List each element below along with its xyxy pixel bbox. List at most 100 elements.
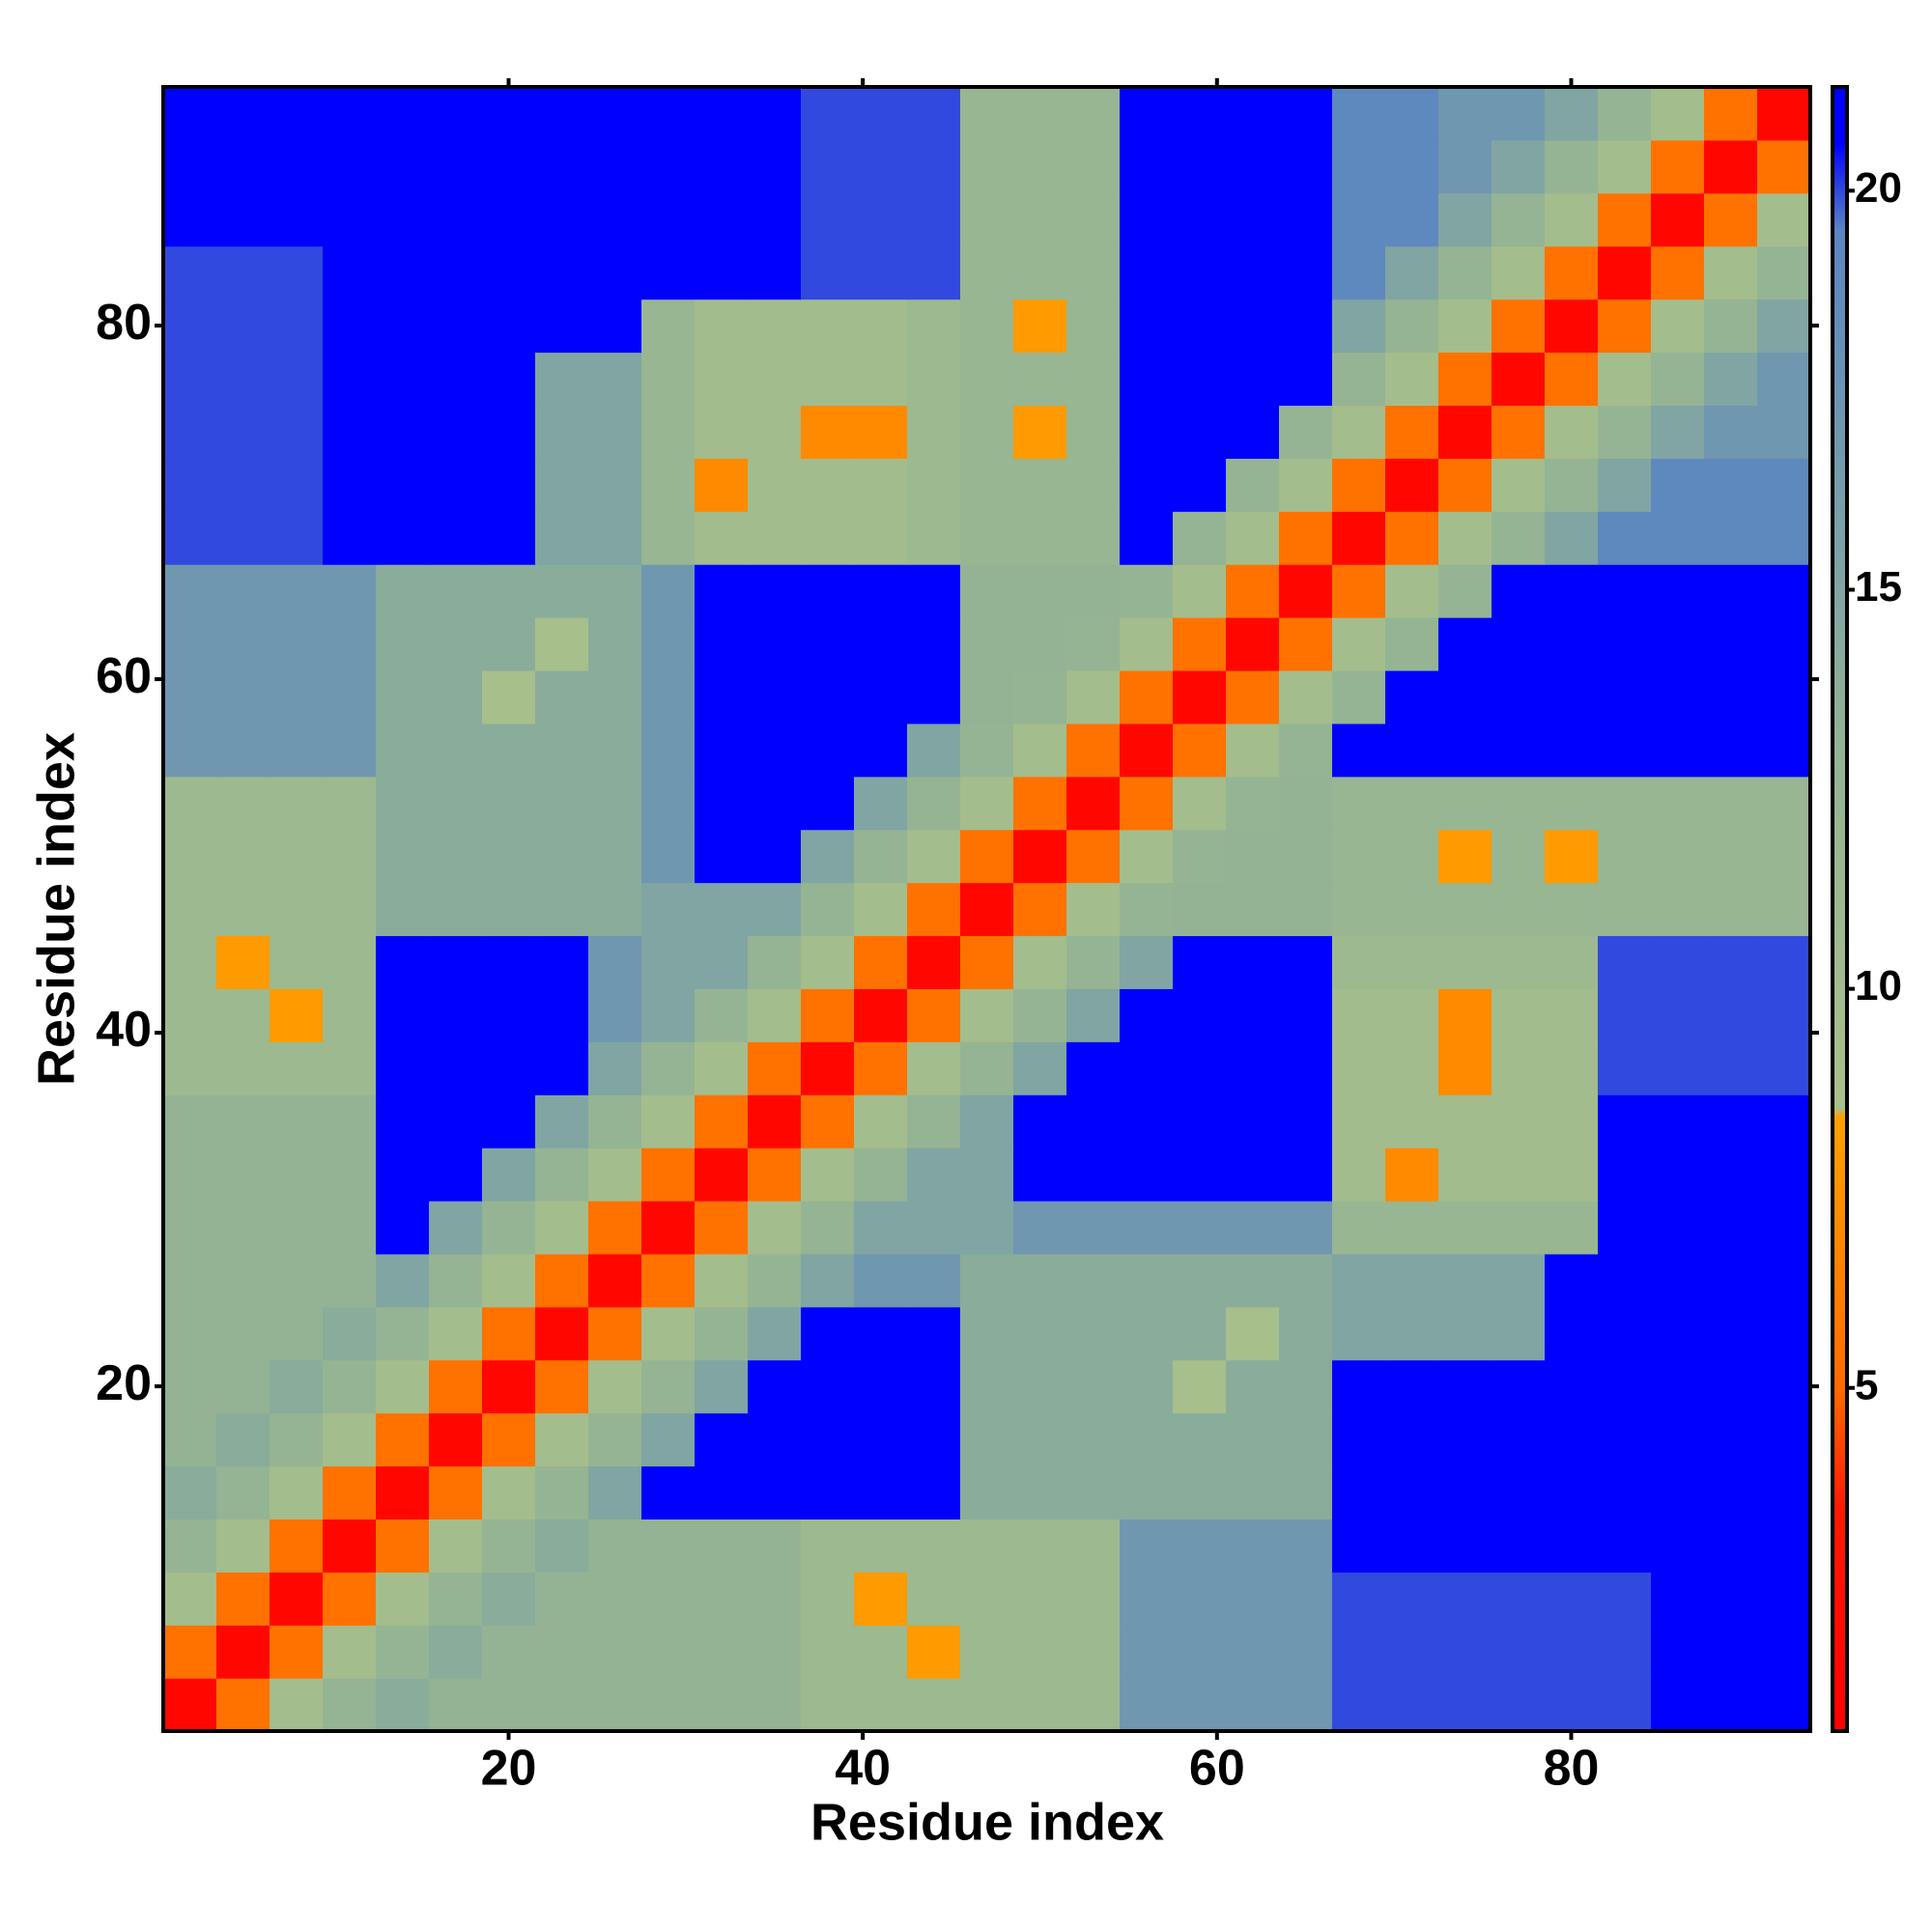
heatmap-cell (960, 352, 1014, 407)
heatmap-cell (270, 669, 324, 724)
heatmap-cell (1438, 1412, 1492, 1467)
heatmap-cell (535, 617, 589, 671)
heatmap-cell (429, 882, 483, 937)
heatmap-cell (429, 87, 483, 141)
heatmap-cell (163, 1465, 217, 1520)
heatmap-cell (1757, 1094, 1811, 1149)
heatmap-cell (482, 245, 536, 300)
heatmap-cell (482, 1253, 536, 1308)
heatmap-cell (854, 1572, 908, 1626)
heatmap-cell (1066, 1359, 1121, 1414)
heatmap-cell (1598, 1359, 1652, 1414)
heatmap-cell (641, 988, 696, 1042)
heatmap-cell (801, 1306, 855, 1361)
heatmap-cell (163, 1519, 217, 1573)
heatmap-cell (1598, 669, 1652, 724)
heatmap-cell (854, 139, 908, 194)
heatmap-cell (1279, 1625, 1333, 1679)
heatmap-cell (216, 511, 270, 565)
heatmap-cell (801, 405, 855, 459)
heatmap-cell (429, 1678, 483, 1732)
heatmap-cell (1598, 1465, 1652, 1520)
heatmap-cell (695, 87, 749, 141)
heatmap-cell (1651, 352, 1705, 407)
heatmap-cell (1013, 298, 1067, 354)
heatmap-cell (1226, 882, 1280, 937)
heatmap-cell (1226, 935, 1280, 989)
heatmap-cell (1120, 139, 1174, 194)
heatmap-cell (1173, 669, 1227, 724)
heatmap-cell (376, 935, 430, 989)
heatmap-cell (801, 139, 855, 194)
heatmap-cell (960, 1306, 1014, 1361)
heatmap-cell (1226, 405, 1280, 459)
heatmap-cell (429, 1041, 483, 1095)
heatmap-cell (1492, 829, 1546, 884)
heatmap-cell (695, 139, 749, 194)
heatmap-cell (588, 776, 642, 831)
heatmap-cell (1120, 1465, 1174, 1520)
heatmap-cell (323, 564, 377, 618)
heatmap-cell (1066, 192, 1121, 247)
heatmap-cell (588, 139, 642, 194)
heatmap-cell (907, 352, 961, 407)
heatmap-cell (1651, 882, 1705, 937)
heatmap-cell (323, 776, 377, 831)
heatmap-cell (695, 1625, 749, 1679)
heatmap-cell (482, 139, 536, 194)
heatmap-cell (1013, 1359, 1067, 1414)
heatmap-cell (641, 776, 696, 831)
heatmap-cell (1279, 1041, 1333, 1095)
heatmap-cell (535, 1465, 589, 1520)
colorbar-tick-label: 20 (1855, 164, 1902, 212)
heatmap-cell (1066, 617, 1121, 671)
heatmap-cell (376, 1519, 430, 1573)
heatmap-cell (1545, 935, 1599, 989)
heatmap-cell (535, 1253, 589, 1308)
heatmap-cell (960, 511, 1014, 565)
heatmap-cell (907, 1572, 961, 1626)
heatmap-cell (535, 87, 589, 141)
heatmap-cell (1651, 139, 1705, 194)
heatmap-cell (270, 1625, 324, 1679)
heatmap-cell (801, 829, 855, 884)
heatmap-cell (1066, 829, 1121, 884)
heatmap-cell (376, 1465, 430, 1520)
heatmap-cell (1279, 1359, 1333, 1414)
heatmap-cell (270, 776, 324, 831)
heatmap-cell (854, 405, 908, 459)
heatmap-cell (323, 1200, 377, 1255)
heatmap-cell (1385, 1041, 1439, 1095)
heatmap-cell (1757, 1359, 1811, 1414)
heatmap-cell (588, 192, 642, 247)
heatmap-cell (1120, 245, 1174, 300)
heatmap-cell (588, 1519, 642, 1573)
heatmap-cell (588, 1412, 642, 1467)
heatmap-cell (270, 1094, 324, 1149)
heatmap-cell (907, 1678, 961, 1732)
heatmap-cell (376, 1625, 430, 1679)
heatmap-cell (1279, 1465, 1333, 1520)
heatmap-cell (1651, 988, 1705, 1042)
heatmap-cell (1013, 1465, 1067, 1520)
colorbar (1831, 85, 1849, 1733)
heatmap-cell (1545, 776, 1599, 831)
heatmap-cell (1066, 882, 1121, 937)
heatmap-cell (482, 1572, 536, 1626)
heatmap-cell (695, 1678, 749, 1732)
heatmap-cell (1492, 669, 1546, 724)
heatmap-cell (1173, 1094, 1227, 1149)
heatmap-cell (163, 298, 217, 354)
heatmap-cell (216, 776, 270, 831)
heatmap-cell (1279, 829, 1333, 884)
heatmap-cell (801, 458, 855, 512)
heatmap-cell (1598, 1625, 1652, 1679)
heatmap-cell (1066, 776, 1121, 831)
heatmap-cell (163, 935, 217, 989)
heatmap-cell (748, 1412, 802, 1467)
heatmap-cell (1651, 1359, 1705, 1414)
heatmap-cell (801, 245, 855, 300)
heatmap-cell (1332, 776, 1386, 831)
heatmap-cell (1492, 935, 1546, 989)
heatmap-cell (854, 935, 908, 989)
